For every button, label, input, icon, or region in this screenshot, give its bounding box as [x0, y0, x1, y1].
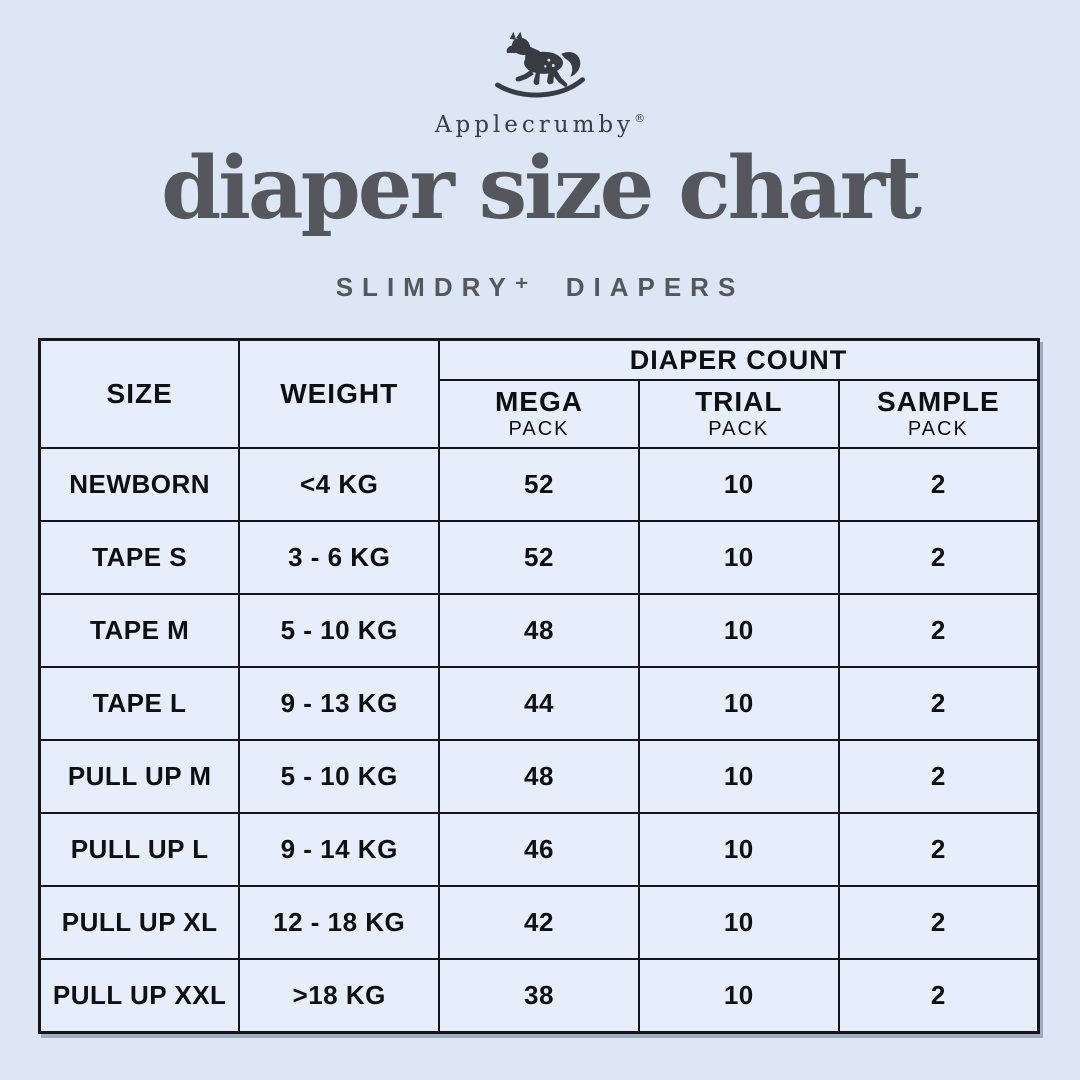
- diaper-size-table: SIZE WEIGHT DIAPER COUNT MEGA PACK TRIAL…: [38, 338, 1040, 1034]
- cell-trial-pack: 10: [637, 666, 840, 741]
- cell-weight: 5 - 10 KG: [238, 739, 441, 814]
- pack-label: SAMPLE: [877, 385, 1000, 417]
- page-subtitle: SLIMDRY⁺ DIAPERS: [335, 272, 745, 302]
- cell-size: PULL UP XXL: [38, 958, 241, 1034]
- brand-name: Applecrumby®: [0, 112, 1080, 138]
- cell-mega-pack: 46: [438, 812, 640, 887]
- table-row: TAPE L 9 - 13 KG 44 10 2: [38, 666, 1040, 741]
- cell-sample-pack: 2: [837, 593, 1040, 668]
- cell-size: TAPE L: [38, 666, 241, 741]
- cell-sample-pack: 2: [837, 520, 1040, 595]
- cell-sample-pack: 2: [837, 812, 1040, 887]
- rocking-horse-icon: [495, 31, 585, 98]
- col-header-size: SIZE: [38, 338, 241, 449]
- cell-weight: <4 KG: [238, 447, 441, 522]
- cell-trial-pack: 10: [637, 885, 840, 960]
- page-title: diaper size chart: [161, 138, 922, 239]
- brand-header: Applecrumby®: [0, 30, 1080, 138]
- cell-mega-pack: 52: [438, 447, 640, 522]
- cell-mega-pack: 38: [438, 958, 640, 1034]
- cell-weight: 3 - 6 KG: [238, 520, 441, 595]
- cell-weight: 5 - 10 KG: [238, 593, 441, 668]
- cell-weight: 12 - 18 KG: [238, 885, 441, 960]
- pack-sublabel: PACK: [708, 418, 770, 441]
- pack-sublabel: PACK: [907, 418, 969, 441]
- brand-name-text: Applecrumby: [434, 112, 635, 138]
- cell-sample-pack: 2: [837, 885, 1040, 960]
- cell-mega-pack: 48: [438, 739, 640, 814]
- pack-label: MEGA: [494, 385, 583, 417]
- cell-size: PULL UP XL: [38, 885, 241, 960]
- cell-weight: 9 - 13 KG: [238, 666, 441, 741]
- cell-mega-pack: 42: [438, 885, 640, 960]
- table-header: SIZE WEIGHT DIAPER COUNT MEGA PACK TRIAL…: [38, 338, 1040, 449]
- cell-trial-pack: 10: [637, 593, 840, 668]
- cell-sample-pack: 2: [837, 739, 1040, 814]
- table-row: TAPE S 3 - 6 KG 52 10 2: [38, 520, 1040, 595]
- cell-sample-pack: 2: [837, 958, 1040, 1034]
- cell-size: NEWBORN: [38, 447, 241, 522]
- cell-weight: 9 - 14 KG: [238, 812, 441, 887]
- table-row: PULL UP L 9 - 14 KG 46 10 2: [38, 812, 1040, 887]
- cell-size: TAPE S: [38, 520, 241, 595]
- table-body: NEWBORN <4 KG 52 10 2 TAPE S 3 - 6 KG 52…: [38, 447, 1040, 1034]
- header-group-row: SIZE WEIGHT DIAPER COUNT: [38, 338, 1040, 449]
- header-pack-row: MEGA PACK TRIAL PACK SAMPLE PACK: [40, 379, 1040, 449]
- table-row: PULL UP XL 12 - 18 KG 42 10 2: [38, 885, 1040, 960]
- cell-trial-pack: 10: [637, 447, 840, 522]
- cell-size: PULL UP L: [38, 812, 241, 887]
- col-header-sample-pack: SAMPLE PACK: [837, 379, 1040, 449]
- cell-trial-pack: 10: [637, 739, 840, 814]
- cell-mega-pack: 48: [438, 593, 640, 668]
- cell-mega-pack: 52: [438, 520, 640, 595]
- cell-mega-pack: 44: [438, 666, 640, 741]
- cell-trial-pack: 10: [637, 520, 840, 595]
- cell-sample-pack: 2: [837, 666, 1040, 741]
- cell-sample-pack: 2: [837, 447, 1040, 522]
- col-header-mega-pack: MEGA PACK: [438, 379, 640, 449]
- table-row: PULL UP M 5 - 10 KG 48 10 2: [38, 739, 1040, 814]
- table-row: PULL UP XXL >18 KG 38 10 2: [38, 958, 1040, 1034]
- table-row: NEWBORN <4 KG 52 10 2: [38, 447, 1040, 522]
- cell-trial-pack: 10: [637, 958, 840, 1034]
- cell-trial-pack: 10: [637, 812, 840, 887]
- table-row: TAPE M 5 - 10 KG 48 10 2: [38, 593, 1040, 668]
- cell-size: PULL UP M: [38, 739, 241, 814]
- col-header-trial-pack: TRIAL PACK: [637, 379, 840, 449]
- table-container: SIZE WEIGHT DIAPER COUNT MEGA PACK TRIAL…: [38, 338, 1040, 1034]
- col-header-weight: WEIGHT: [238, 338, 441, 449]
- col-group-diaper-count: DIAPER COUNT: [438, 338, 1040, 381]
- cell-weight: >18 KG: [238, 958, 441, 1034]
- cell-size: TAPE M: [38, 593, 241, 668]
- registered-mark: ®: [634, 112, 646, 125]
- pack-sublabel: PACK: [508, 418, 570, 441]
- pack-label: TRIAL: [695, 385, 783, 417]
